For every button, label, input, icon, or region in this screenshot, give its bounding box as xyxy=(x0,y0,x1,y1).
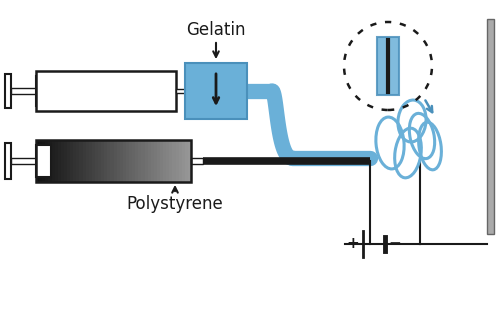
Bar xyxy=(52,140,56,182)
Bar xyxy=(185,63,247,119)
Bar xyxy=(39,140,43,182)
Bar xyxy=(108,140,111,182)
Bar xyxy=(73,140,77,182)
Bar xyxy=(163,140,167,182)
Bar xyxy=(36,140,40,182)
Text: +: + xyxy=(346,236,360,252)
Bar xyxy=(92,140,96,182)
Bar xyxy=(182,140,186,182)
Bar xyxy=(95,140,99,182)
Bar xyxy=(135,140,139,182)
Bar xyxy=(138,140,142,182)
Bar xyxy=(487,19,494,234)
Bar xyxy=(123,140,126,182)
Bar xyxy=(58,140,62,182)
Bar xyxy=(166,140,170,182)
Bar xyxy=(114,140,117,182)
Bar xyxy=(157,140,161,182)
Bar xyxy=(76,140,80,182)
Bar xyxy=(11,158,36,164)
Bar xyxy=(160,140,164,182)
Bar xyxy=(67,140,71,182)
Bar xyxy=(172,140,176,182)
Bar xyxy=(70,140,74,182)
Bar xyxy=(148,140,152,182)
Bar xyxy=(82,140,86,182)
Bar xyxy=(88,140,92,182)
Bar xyxy=(101,140,105,182)
Bar xyxy=(191,159,203,163)
Bar xyxy=(36,140,191,182)
Bar xyxy=(46,140,49,182)
Bar xyxy=(48,140,52,182)
Bar xyxy=(42,140,46,182)
Bar xyxy=(377,37,399,95)
Bar xyxy=(36,71,176,111)
Bar xyxy=(144,140,148,182)
Bar xyxy=(176,89,194,93)
Bar xyxy=(54,140,58,182)
Bar xyxy=(104,140,108,182)
Bar xyxy=(142,140,146,182)
Bar xyxy=(11,88,36,94)
Bar xyxy=(170,140,173,182)
Bar xyxy=(132,140,136,182)
Text: −: − xyxy=(388,236,402,252)
Bar xyxy=(36,76,51,106)
Bar xyxy=(185,140,188,182)
Bar xyxy=(86,140,89,182)
Bar xyxy=(120,140,124,182)
Bar xyxy=(5,74,11,108)
Bar xyxy=(176,140,180,182)
Bar xyxy=(150,140,154,182)
Text: Gelatin: Gelatin xyxy=(186,21,246,39)
Bar xyxy=(126,140,130,182)
Bar xyxy=(98,140,102,182)
Bar xyxy=(188,140,192,182)
Bar xyxy=(178,140,182,182)
Bar xyxy=(110,140,114,182)
Bar xyxy=(129,140,133,182)
Bar xyxy=(80,140,84,182)
Bar xyxy=(154,140,158,182)
Bar xyxy=(36,145,51,177)
Text: Polystyrene: Polystyrene xyxy=(126,195,224,213)
Bar xyxy=(64,140,68,182)
Bar xyxy=(116,140,120,182)
Bar xyxy=(5,143,11,179)
Bar xyxy=(61,140,64,182)
